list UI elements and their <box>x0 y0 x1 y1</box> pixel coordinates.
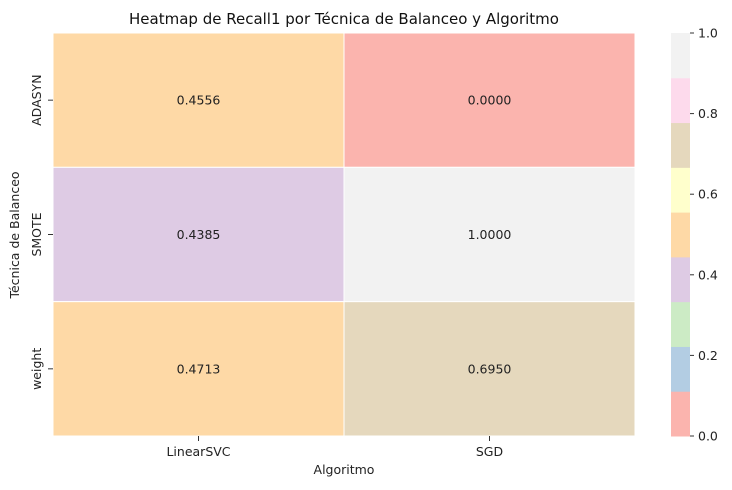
colorbar-segment <box>671 167 690 213</box>
cell-value-label: 0.4556 <box>177 93 221 108</box>
heatmap-cell <box>52 32 345 168</box>
colorbar-segment <box>671 33 690 79</box>
heatmap-cell <box>343 32 636 168</box>
y-axis-label: Técnica de Balanceo <box>7 171 22 299</box>
cell-value-label: 1.0000 <box>468 227 512 242</box>
cell-value-label: 0.0000 <box>468 93 512 108</box>
x-tick-label: LinearSVC <box>166 444 230 459</box>
colorbar-segment <box>671 346 690 392</box>
cell-value-label: 0.4713 <box>177 361 221 376</box>
x-tick-label: SGD <box>476 444 503 459</box>
heatmap-cell <box>343 166 636 303</box>
heatmap-cell <box>343 301 636 437</box>
colorbar-tick-label: 0.2 <box>698 348 718 363</box>
cell-value-label: 0.4385 <box>177 227 221 242</box>
y-tick-label: ADASYN <box>29 74 44 125</box>
cell-value-label: 0.6950 <box>468 361 512 376</box>
x-axis-ticks: LinearSVC SGD <box>166 436 503 459</box>
heatmap-cells: 0.4556 0.0000 0.4385 1.0000 0.4713 0.6950 <box>52 32 636 437</box>
y-axis-ticks: ADASYN SMOTE weight <box>29 74 53 390</box>
colorbar-segment <box>671 301 690 347</box>
chart-title: Heatmap de Recall1 por Técnica de Balanc… <box>129 10 559 28</box>
y-tick-label: SMOTE <box>29 212 44 256</box>
colorbar-tick-label: 0.0 <box>698 429 718 444</box>
x-axis-label: Algoritmo <box>314 462 375 477</box>
heatmap-cell <box>52 166 345 303</box>
colorbar-tick-label: 0.8 <box>698 106 718 121</box>
colorbar-tick-label: 0.6 <box>698 187 718 202</box>
colorbar-tick-label: 1.0 <box>698 26 718 41</box>
y-tick-label: weight <box>29 348 44 390</box>
heatmap-cell <box>52 301 345 437</box>
colorbar-tick-label: 0.4 <box>698 267 718 282</box>
colorbar: 0.0 0.2 0.4 0.6 0.8 1.0 <box>671 26 718 444</box>
colorbar-segment <box>671 391 690 437</box>
colorbar-segment <box>671 122 690 168</box>
colorbar-segment <box>671 212 690 258</box>
colorbar-segment <box>671 256 690 303</box>
colorbar-segment <box>671 77 690 124</box>
